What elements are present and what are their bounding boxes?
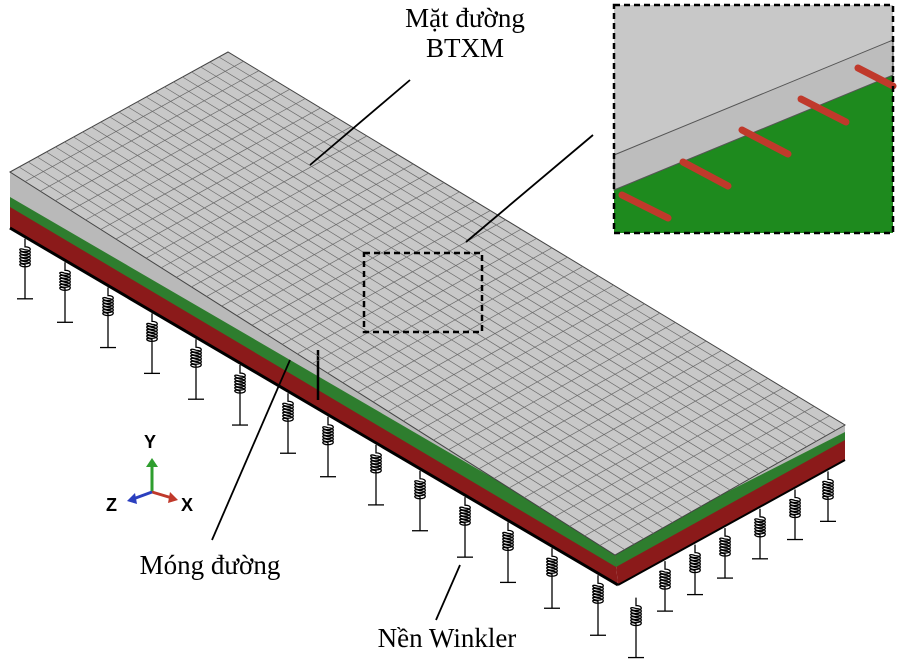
leader xyxy=(466,135,593,242)
label: Nền Winkler xyxy=(378,623,517,653)
inset xyxy=(614,5,893,233)
spring xyxy=(415,471,426,531)
figure: Y Z X Mặt đường BTXM Móng đường Nền Wink… xyxy=(0,0,898,659)
spring xyxy=(823,471,834,521)
spring xyxy=(631,598,642,658)
axis-label: Y xyxy=(144,432,156,452)
spring xyxy=(283,393,294,453)
spring xyxy=(20,239,31,299)
spring xyxy=(235,365,246,425)
spring xyxy=(191,339,202,399)
spring xyxy=(371,445,382,505)
spring xyxy=(103,288,114,348)
axis-label: X xyxy=(181,495,193,515)
leader xyxy=(436,565,460,620)
spring xyxy=(503,522,514,582)
spring xyxy=(720,528,731,578)
x-axis xyxy=(152,492,172,498)
x-arrow xyxy=(168,492,178,503)
label: BTXM xyxy=(426,33,504,63)
spring xyxy=(755,509,766,559)
label: Móng đường xyxy=(140,550,281,580)
spring xyxy=(690,545,701,595)
y-arrow xyxy=(146,458,158,467)
axis-label: Z xyxy=(106,495,117,515)
spring xyxy=(147,313,158,373)
axis-triad: Y Z X xyxy=(106,432,193,515)
spring xyxy=(460,497,471,557)
z-arrow xyxy=(127,493,137,504)
spring xyxy=(60,262,71,322)
spring xyxy=(790,490,801,540)
spring xyxy=(660,561,671,611)
leader xyxy=(212,360,290,540)
spring xyxy=(323,417,334,477)
spring xyxy=(547,548,558,608)
label: Mặt đường xyxy=(405,3,525,33)
spring xyxy=(593,575,604,635)
